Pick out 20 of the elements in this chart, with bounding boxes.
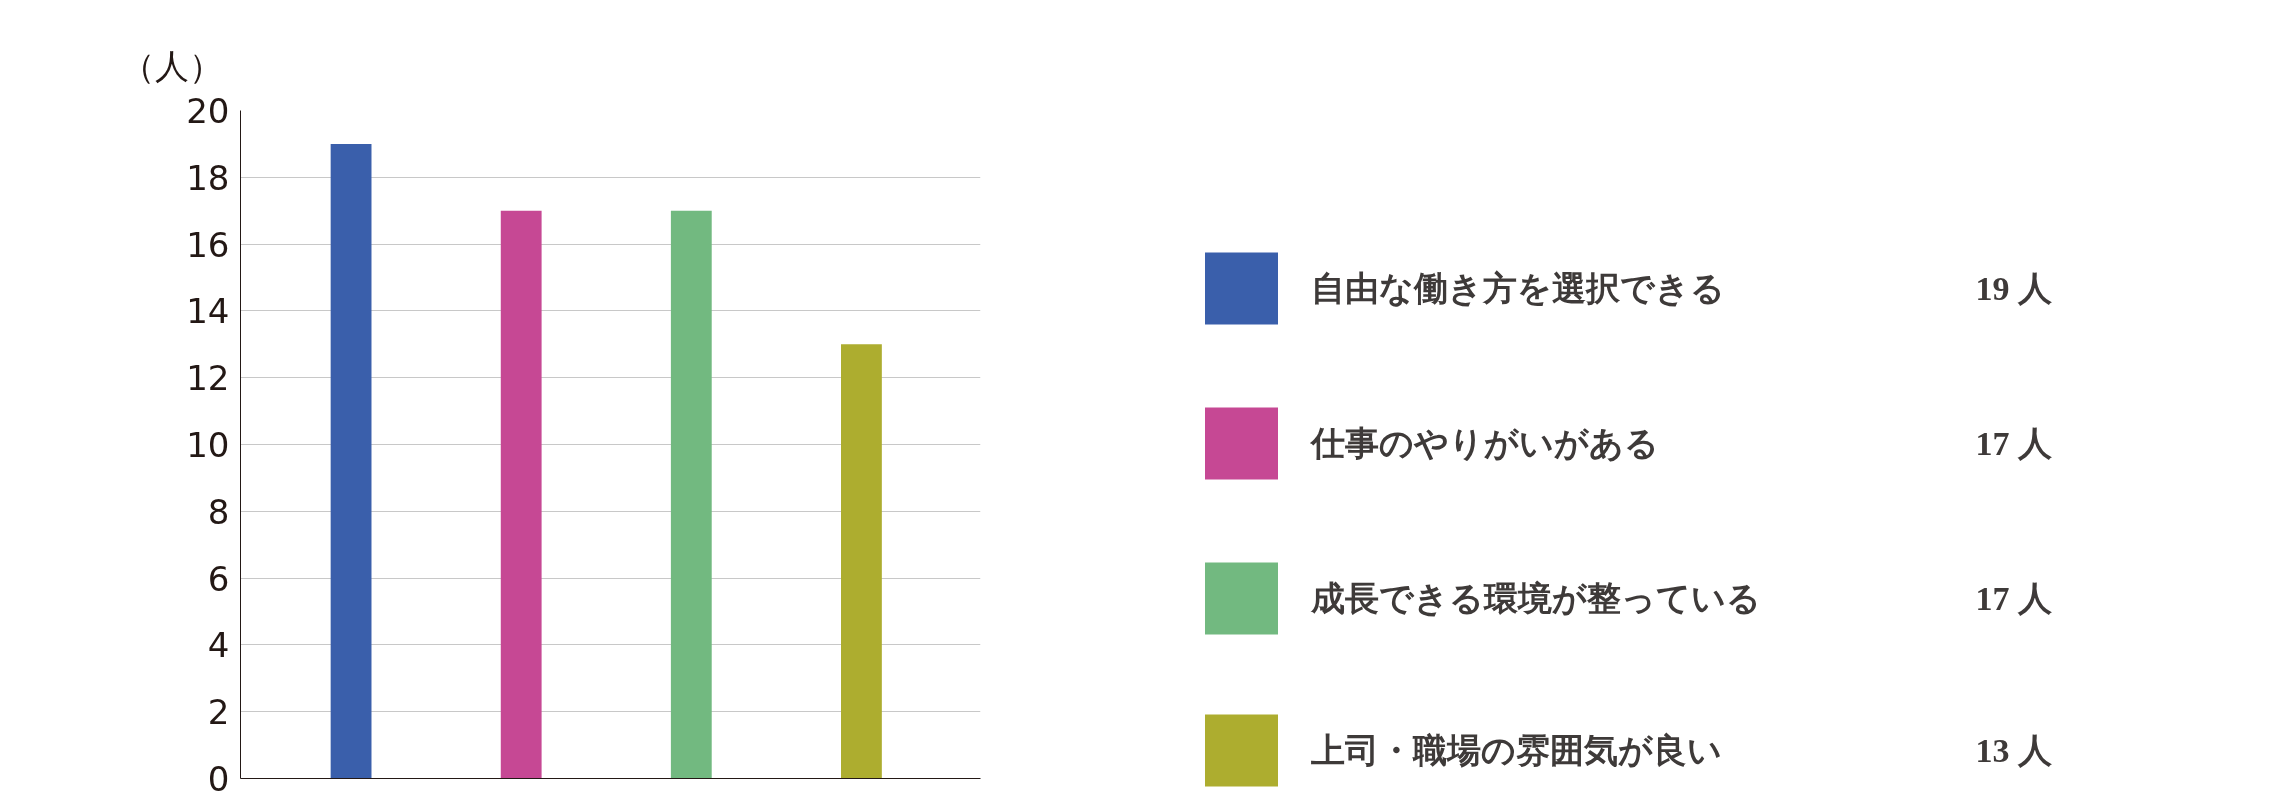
legend-label: 成長できる環境が整っている <box>1309 580 1761 617</box>
y-tick-label: 14 <box>186 291 230 332</box>
y-tick-label: 8 <box>207 491 230 532</box>
legend-label: 仕事のやりがいがある <box>1308 425 1659 462</box>
y-tick-label: 18 <box>186 157 230 198</box>
y-axis-title: （人） <box>120 45 223 86</box>
y-tick-label: 4 <box>207 625 230 666</box>
y-tick-label: 12 <box>186 358 230 399</box>
legend-label: 自由な働き方を選択できる <box>1310 270 1725 307</box>
y-tick-label: 10 <box>186 425 230 465</box>
legend-label: 上司・職場の雰囲気が良い <box>1309 732 1722 769</box>
y-tick-label: 20 <box>186 91 230 131</box>
y-tick-label: 16 <box>186 224 230 265</box>
y-tick-label: 2 <box>207 692 230 733</box>
text: 17 人 <box>1975 580 2053 617</box>
text: 13 人 <box>1975 732 2053 769</box>
y-tick-label: 6 <box>207 558 230 599</box>
text: 19 人 <box>1975 270 2053 307</box>
text: 17 人 <box>1975 425 2053 462</box>
y-tick-label: 0 <box>207 759 230 792</box>
